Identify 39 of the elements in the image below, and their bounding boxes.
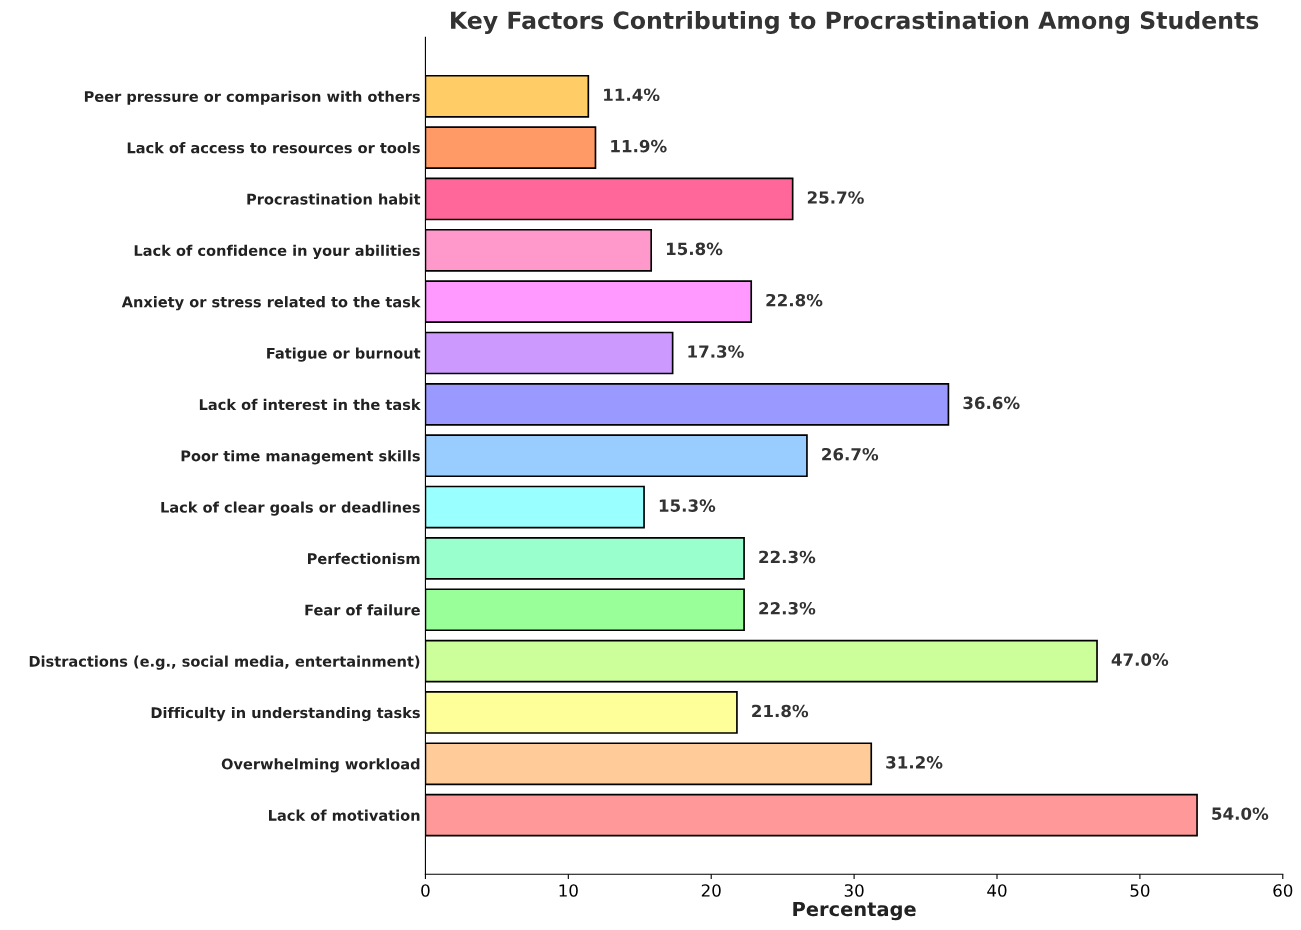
data-label: 17.3% <box>688 345 744 358</box>
y-tick-label: Fear of failure <box>305 604 420 616</box>
y-tick-label: Procrastination habit <box>247 193 421 205</box>
y-tick-label: Perfectionism <box>308 552 420 565</box>
x-tick-label: 20 <box>701 884 721 897</box>
data-label: 21.8% <box>752 704 809 718</box>
y-tick-label: Difficulty in understanding tasks <box>151 706 420 722</box>
y-tick-label: Overwhelming workload <box>221 758 420 773</box>
data-label: 26.7% <box>822 447 879 461</box>
x-tick-label: 0 <box>421 884 430 897</box>
y-tick-label: Lack of confidence in your abilities <box>134 244 420 259</box>
data-label: 22.8% <box>766 293 823 307</box>
y-tick-label: Lack of access to resources or tools <box>127 142 420 154</box>
data-label: 22.3% <box>759 601 816 615</box>
data-label: 54.0% <box>1212 807 1269 820</box>
y-tick-label: Fatigue or burnout <box>267 347 421 362</box>
data-label: 11.4% <box>604 88 660 102</box>
x-tick-label: 30 <box>844 884 864 897</box>
y-tick-label: Lack of clear goals or deadlines <box>161 501 420 516</box>
data-label: 47.0% <box>1111 653 1169 666</box>
data-label: 15.8% <box>666 242 723 256</box>
data-label: 11.9% <box>611 139 667 153</box>
x-tick-label: 40 <box>987 884 1007 897</box>
data-label: 22.3% <box>759 550 816 564</box>
x-axis-title: Percentage <box>793 901 916 921</box>
y-tick-label: Distractions (e.g., social media, entertainment) <box>29 655 420 670</box>
x-tick-label: 50 <box>1130 884 1150 897</box>
data-label: 25.7% <box>807 191 864 204</box>
y-tick-label: Lack of motivation <box>269 809 420 821</box>
y-tick-label: Lack of interest in the task <box>199 398 421 411</box>
x-tick-label: 60 <box>1273 884 1293 897</box>
y-tick-label: Peer pressure or comparison with others <box>84 90 420 105</box>
data-label: 36.6% <box>963 396 1020 410</box>
y-tick-label: Poor time management skills <box>181 450 420 465</box>
data-label: 31.2% <box>886 756 943 769</box>
data-label: 15.3% <box>659 499 716 512</box>
chart-title: Key Factors Contributing to Procrastination Among Students <box>451 10 1259 34</box>
x-tick-label: 10 <box>559 884 578 897</box>
y-tick-label: Anxiety or stress related to the task <box>121 296 421 311</box>
